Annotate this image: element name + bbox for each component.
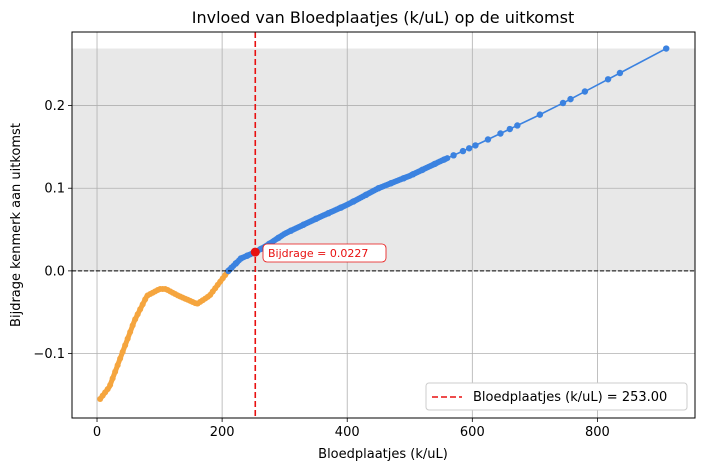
data-point-positive [536,111,544,118]
data-point-positive [450,152,457,159]
highlight-point [250,247,260,257]
data-point-positive [337,204,345,211]
data-point-positive [400,175,407,182]
data-point-negative [127,329,134,336]
data-layer [72,32,695,418]
data-point-positive [514,122,521,129]
data-point-negative [107,381,114,388]
data-point-positive [465,145,473,152]
annotation-box [262,243,387,263]
data-point-positive [232,260,240,267]
data-point-positive [325,209,332,217]
x-tick-label: 600 [460,425,485,440]
data-point-positive [484,136,492,143]
data-point-positive [275,234,282,242]
data-point-positive [506,125,514,133]
data-point-positive [387,180,395,187]
legend: Bloedplaatjes (k/uL) = 253.00 [425,382,688,411]
data-point-positive [350,198,357,205]
data-point-positive [440,156,448,163]
tick-layer: 0 200 400 600 800 −0.1 0.0 0.1 0.2 [33,99,609,440]
x-tick-label: 800 [585,425,610,440]
y-tick-label: 0.1 [44,182,65,197]
shaded-region [72,48,695,271]
x-tick-label: 400 [335,425,360,440]
data-point-positive [375,185,382,192]
y-tick-label: −0.1 [33,347,65,362]
data-point-negative [132,316,139,323]
legend-box [425,382,688,411]
data-point-positive [419,166,426,174]
data-point-positive [237,255,245,262]
data-point-negative [122,342,129,349]
data-point-negative [119,348,126,355]
data-point-negative [114,362,121,369]
axes-layer [71,31,696,419]
data-point-positive [287,227,295,234]
data-point-negative [112,368,119,375]
data-point-positive [459,147,467,155]
legend-label: Bloedplaatjes (k/uL) = 253.00 [473,390,667,405]
data-point-negative [137,306,144,313]
chart-title: Invloed van Bloedplaatjes (k/uL) op de u… [192,8,575,27]
data-point-positive [497,130,504,137]
data-point-positive [431,160,438,168]
data-point-positive [663,45,670,52]
data-point-positive [362,191,370,199]
data-point-positive [472,142,479,149]
data-point-negative [109,375,116,382]
data-point-positive [559,99,567,107]
annotation-text: Bijdrage = 0.0227 [268,247,368,260]
y-tick-label: 0.2 [44,99,65,114]
data-point-positive [312,215,320,223]
data-point-positive [616,69,624,77]
data-point-positive [243,252,251,259]
y-tick-label: 0.0 [44,264,65,279]
plot-frame [71,31,696,419]
shaded-region-layer [72,48,695,271]
data-point-negative [134,311,141,318]
data-point-positive [567,95,574,103]
x-axis-label: Bloedplaatjes (k/uL) [318,447,448,462]
data-point-positive [581,88,589,95]
data-point-negative [124,335,131,342]
x-tick-label: 200 [210,425,235,440]
x-tick-label: 0 [93,425,101,440]
y-axis-label: Bijdrage kenmerk aan uitkomst [9,123,24,327]
data-point-negative [139,301,146,308]
data-point-positive [604,76,612,83]
data-point-positive [409,171,417,178]
data-point-negative [117,355,124,362]
data-point-negative [129,322,136,329]
data-point-positive [228,264,235,271]
data-point-positive [300,221,307,228]
annotation: Bijdrage = 0.0227 [262,243,387,263]
